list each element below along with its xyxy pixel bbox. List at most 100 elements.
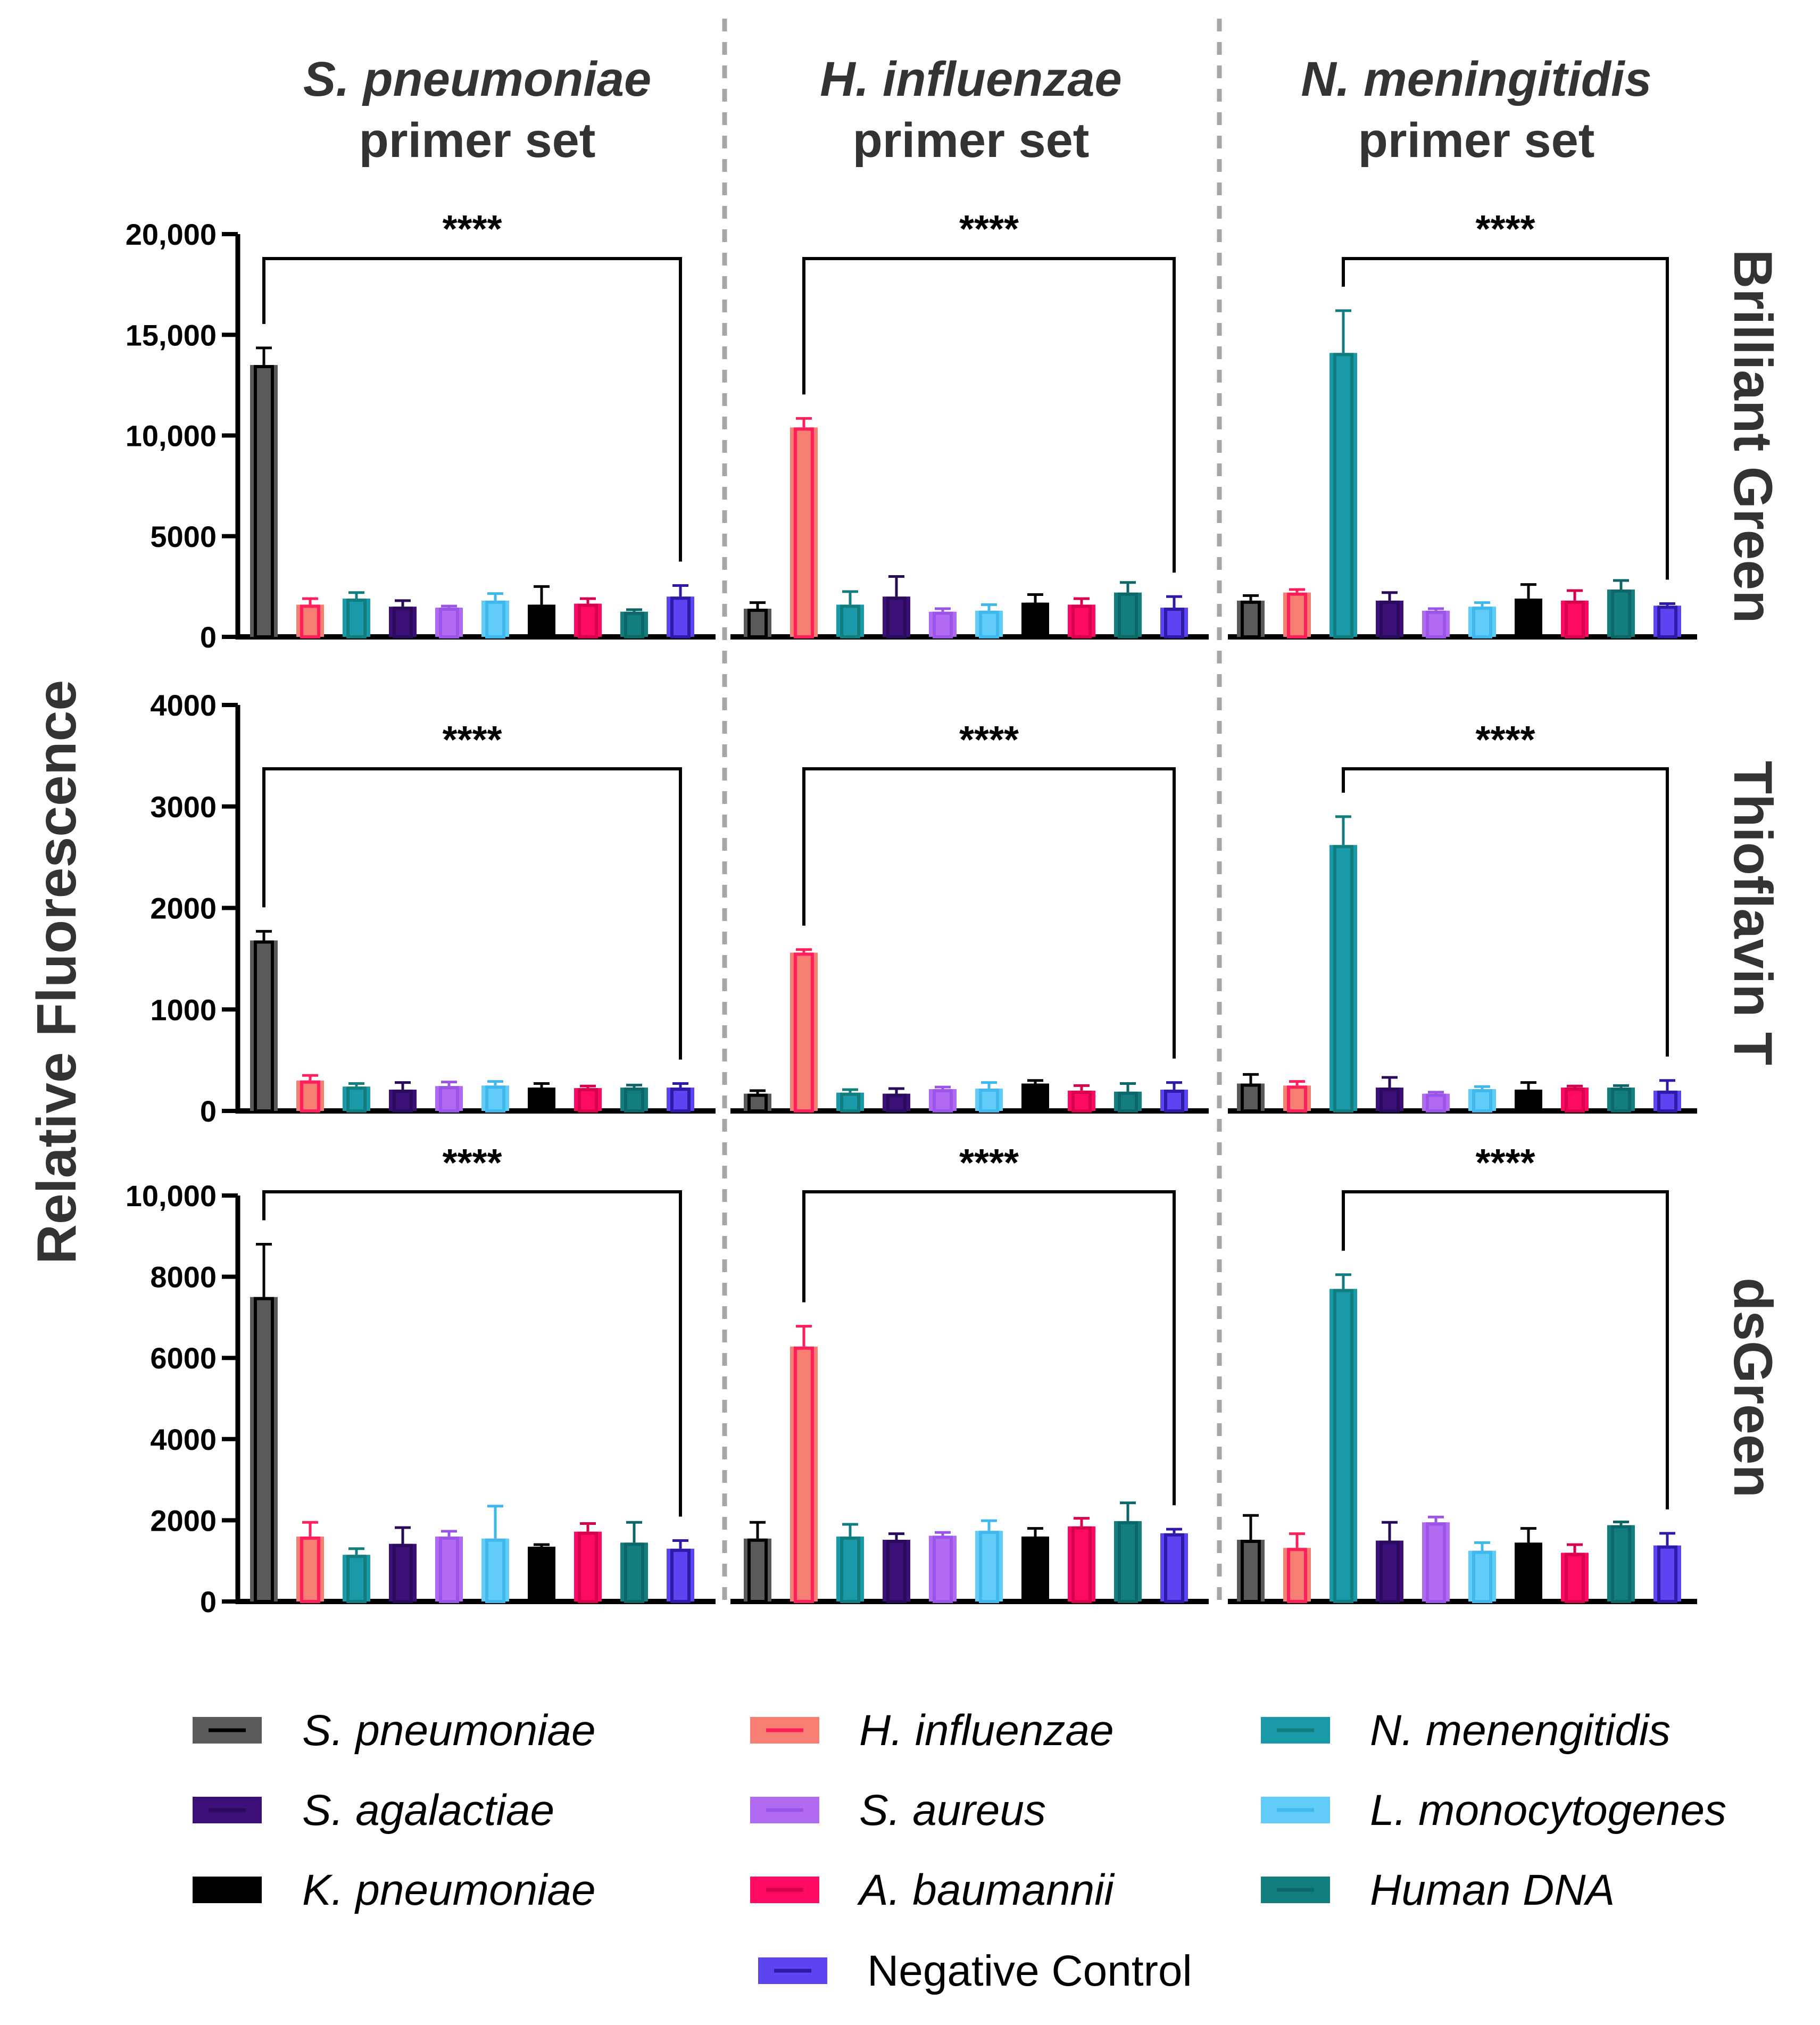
bar-outline	[393, 1089, 413, 1113]
bar-outline	[933, 611, 953, 638]
y-tick-label: 15,000	[126, 318, 217, 352]
y-tick-label: 20,000	[126, 218, 217, 251]
y-tick-label: 10,000	[126, 419, 217, 453]
bar-outline	[346, 599, 367, 638]
significance-bracket	[262, 1190, 682, 1517]
y-axis-title-group: Relative Fluorescence	[26, 680, 88, 1264]
y-tick-label: 0	[200, 1094, 217, 1128]
bar-outline	[886, 1093, 907, 1113]
legend-item: N. menengitidis	[1261, 1706, 1671, 1755]
bar-outline	[979, 1089, 999, 1113]
bar-outline	[578, 603, 598, 638]
column-title-suffix: primer set	[1358, 113, 1595, 168]
y-tick-label: 0	[200, 1585, 217, 1619]
bar-outline	[1333, 845, 1353, 1113]
bar-outline	[840, 604, 860, 638]
panel: ****	[1228, 208, 1697, 640]
bar-outline	[886, 1540, 907, 1603]
bar-outline	[1518, 599, 1539, 638]
row-labels: Brilliant Green Thioflavin T dsGreen	[1723, 250, 1783, 1498]
bar-outline	[1164, 1089, 1184, 1113]
y-tick-label: 6000	[150, 1341, 217, 1375]
y-tick-label: 10,000	[126, 1179, 217, 1213]
panel-dividers	[722, 19, 1222, 1607]
bar-outline	[1164, 608, 1184, 639]
row-label-dye: Thioflavin T	[1723, 761, 1783, 1065]
significance-label: ****	[959, 719, 1019, 761]
significance-bracket	[262, 767, 682, 1060]
bar-outline	[1118, 1521, 1138, 1604]
bar-outline	[624, 1542, 644, 1603]
bar-outline	[1426, 1522, 1446, 1604]
bar-outline	[747, 1093, 768, 1113]
bar-outline	[1071, 1090, 1092, 1113]
bar-outline	[531, 1088, 552, 1113]
significance-label: ****	[442, 1142, 502, 1184]
bar-outline	[1118, 592, 1138, 638]
y-tick-label: 1000	[150, 993, 217, 1026]
column-headers: S. pneumoniae primer set H. influenzae prim…	[303, 52, 1652, 168]
bar-outline	[747, 1538, 768, 1604]
bar-outline	[1611, 1088, 1631, 1113]
panel: ****	[1228, 719, 1697, 1114]
bar-outline	[531, 604, 552, 638]
bar-outline	[346, 1555, 367, 1603]
panels: 0 5000 10,000 15,000 20,000 **** **** **** 0 1000…	[126, 208, 1697, 1619]
bar-outline	[439, 608, 459, 639]
legend-item: L. monocytogenes	[1261, 1786, 1726, 1835]
bar-outline	[300, 1080, 320, 1113]
bar-outline	[1118, 1091, 1138, 1113]
legend-label: A. baumannii	[857, 1866, 1115, 1914]
panel: ****	[730, 208, 1209, 640]
legend-item: K. pneumoniae	[193, 1866, 596, 1914]
legend-label: Negative Control	[867, 1947, 1192, 1995]
bar-outline	[439, 1536, 459, 1603]
column-title-suffix: primer set	[359, 113, 596, 168]
row-1: 0 1000 2000 3000 4000 **** **** ****	[150, 688, 1697, 1128]
significance-label: ****	[1475, 1142, 1535, 1184]
bar-outline	[1657, 1090, 1677, 1113]
bar-outline	[1241, 1083, 1261, 1113]
legend-label: K. pneumoniae	[302, 1866, 596, 1914]
column-title-species: N. meningitidis	[1301, 52, 1651, 106]
bar-outline	[1379, 1540, 1400, 1604]
bar-outline	[485, 600, 505, 638]
legend-label: Human DNA	[1370, 1866, 1615, 1914]
bar-outline	[979, 610, 999, 639]
legend: S. pneumoniae H. influenzae N. menengitidi…	[193, 1706, 1726, 1995]
legend-item: S. aureus	[750, 1786, 1046, 1835]
bar-outline	[624, 1088, 644, 1113]
significance-bracket	[802, 767, 1176, 1059]
bar-outline	[933, 1536, 953, 1604]
bar-outline	[1426, 1093, 1446, 1113]
legend-label: S. agalactiae	[302, 1786, 554, 1835]
bar-outline	[1565, 600, 1585, 638]
significance-label: ****	[1475, 719, 1535, 761]
bar-outline	[1333, 353, 1353, 638]
panel: ****	[730, 719, 1209, 1114]
bar-outline	[979, 1531, 999, 1604]
y-tick-label: 2000	[150, 892, 217, 925]
bar-outline	[1657, 1545, 1677, 1604]
significance-bracket	[802, 1190, 1176, 1506]
bar-outline	[1025, 1536, 1045, 1603]
bar-outline	[794, 427, 814, 638]
significance-label: ****	[959, 208, 1019, 251]
significance-label: ****	[1475, 208, 1535, 251]
y-tick-label: 3000	[150, 790, 217, 824]
panel: 0 1000 2000 3000 4000 ****	[150, 688, 716, 1128]
bar-outline	[794, 1346, 814, 1603]
bar-outline	[1071, 1526, 1092, 1603]
legend-item: Human DNA	[1261, 1866, 1615, 1914]
bar-outline	[1472, 1550, 1492, 1603]
bar-outline	[439, 1086, 459, 1113]
bar-outline	[346, 1086, 367, 1113]
legend-label: S. pneumoniae	[302, 1706, 596, 1755]
bar-outline	[840, 1536, 860, 1603]
significance-bracket	[802, 257, 1176, 573]
bar-outline	[1565, 1088, 1585, 1113]
y-tick-label: 4000	[150, 688, 217, 722]
panel: 0 2000 4000 6000 8000 10,000 ****	[126, 1142, 716, 1619]
row-2: 0 2000 4000 6000 8000 10,000 **** **** ****	[126, 1142, 1697, 1619]
